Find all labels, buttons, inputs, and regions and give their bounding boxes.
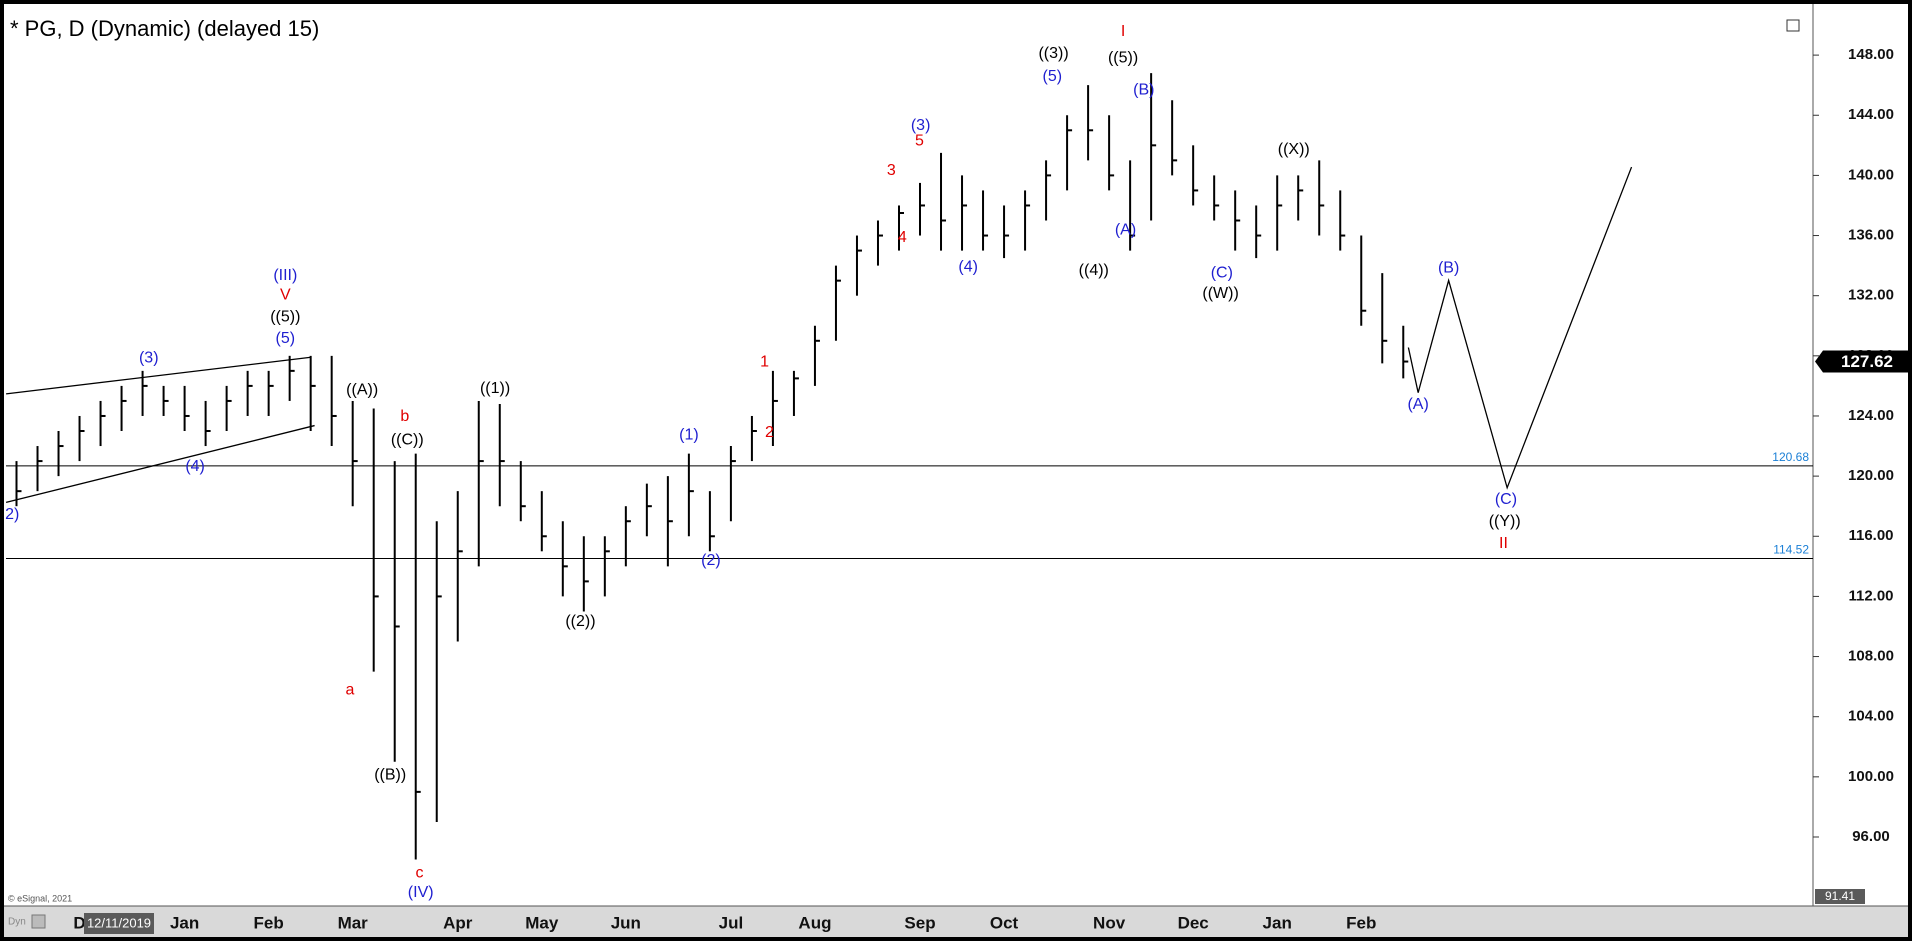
- wave-label: ((2)): [565, 613, 595, 630]
- wave-label: (4): [958, 258, 978, 275]
- x-tick-label: Jul: [719, 913, 744, 932]
- x-tick-label: Apr: [443, 913, 473, 932]
- wave-label: ((Y)): [1489, 513, 1521, 530]
- wave-label: ((C)): [391, 431, 424, 448]
- y-tick-label: 132.00: [1848, 287, 1894, 304]
- wave-label: (1): [679, 427, 699, 444]
- x-tick-label: Aug: [798, 913, 831, 932]
- wave-label: ((5)): [1108, 50, 1138, 67]
- wave-label: 3: [887, 162, 896, 179]
- wave-label: a: [346, 681, 355, 698]
- y-tick-label: 124.00: [1848, 407, 1894, 424]
- wave-label: (C): [1211, 264, 1233, 281]
- wave-label: ((X)): [1278, 141, 1310, 158]
- wave-label: (IV): [408, 884, 434, 901]
- y-tick-label: 108.00: [1848, 648, 1894, 665]
- copyright: © eSignal, 2021: [8, 893, 72, 903]
- x-tick-label: Feb: [254, 913, 284, 932]
- wave-label: (B): [1438, 259, 1459, 276]
- level-label: 114.52: [1773, 543, 1809, 557]
- trend-line: [5, 424, 315, 504]
- plot: 96.00 100.00 104.00 108.00 112.00 116.00 120.0…: [5, 23, 1912, 932]
- wave-label: c: [415, 864, 423, 881]
- background: [4, 4, 1908, 937]
- mode-button[interactable]: [31, 914, 46, 929]
- wave-label: ((3)): [1038, 45, 1068, 62]
- wave-label: ((4)): [1079, 262, 1109, 279]
- wave-label: (A): [1407, 396, 1428, 413]
- wave-label: V: [280, 286, 291, 303]
- wave-label: (4): [185, 458, 205, 475]
- y-tick-label: 140.00: [1848, 166, 1894, 183]
- cursor-date-box: [84, 913, 154, 934]
- x-tick-label: Feb: [1346, 913, 1376, 932]
- wave-label: 2): [5, 506, 19, 523]
- wave-label: 2: [765, 424, 774, 441]
- y-min-box: [1815, 889, 1865, 904]
- wave-label: (2): [701, 552, 721, 569]
- wave-label: ((1)): [480, 380, 510, 397]
- last-price-tag: [1815, 350, 1912, 373]
- level-label: 120.68: [1772, 450, 1809, 464]
- y-tick-label: 144.00: [1848, 106, 1894, 123]
- wave-label: I: [1121, 23, 1125, 40]
- x-tick-label: Dec: [1178, 913, 1209, 932]
- wave-label: (3): [911, 117, 931, 134]
- x-tick-label: Oct: [990, 913, 1019, 932]
- cursor-date: 12/11/2019: [87, 915, 151, 930]
- y-tick-label: 148.00: [1848, 46, 1894, 63]
- x-tick-label: Jan: [170, 913, 199, 932]
- y-tick-label: 104.00: [1848, 708, 1894, 725]
- y-tick-label: 116.00: [1848, 527, 1893, 544]
- wave-label: ((B)): [374, 767, 406, 784]
- wave-label: II: [1499, 535, 1508, 552]
- wave-label: (5): [1043, 68, 1063, 85]
- x-tick-label: Mar: [338, 913, 369, 932]
- y-tick-label: 112.00: [1848, 587, 1893, 604]
- x-tick-label: Nov: [1093, 913, 1126, 932]
- wave-label: 1: [760, 353, 769, 370]
- wave-label: (B): [1133, 81, 1154, 98]
- trend-line: [6, 356, 312, 395]
- wave-label: 5: [915, 133, 924, 150]
- y-tick-label: 136.00: [1848, 227, 1894, 244]
- x-tick-label: May: [525, 913, 559, 932]
- mode-label: Dyn: [8, 917, 26, 928]
- wave-label: b: [400, 408, 409, 425]
- y-min-label: 91.41: [1825, 889, 1855, 903]
- wave-label: (A): [1115, 222, 1136, 239]
- x-tick-label: D: [73, 913, 85, 932]
- x-tick-label: Jun: [611, 913, 641, 932]
- chart-title: * PG, D (Dynamic) (delayed 15): [10, 16, 319, 41]
- wave-label: ((5)): [270, 308, 300, 325]
- y-tick-label: 120.00: [1848, 467, 1894, 484]
- window-icon[interactable]: [1786, 19, 1800, 32]
- y-tick-label: 96.00: [1852, 828, 1890, 845]
- wave-label: (3): [139, 350, 159, 367]
- x-tick-label: Sep: [904, 913, 935, 932]
- x-tick-label: Jan: [1263, 913, 1292, 932]
- wave-label: (III): [273, 267, 297, 284]
- projection-path: [1407, 166, 1633, 490]
- y-tick-label: 100.00: [1848, 768, 1894, 785]
- wave-label: (5): [276, 330, 296, 347]
- last-price-label: 127.62: [1841, 352, 1893, 371]
- wave-label: (C): [1495, 491, 1517, 508]
- time-axis-bar: [4, 906, 1908, 937]
- wave-label: 4: [898, 229, 907, 246]
- wave-label: ((W)): [1202, 285, 1238, 302]
- wave-label: ((A)): [346, 381, 378, 398]
